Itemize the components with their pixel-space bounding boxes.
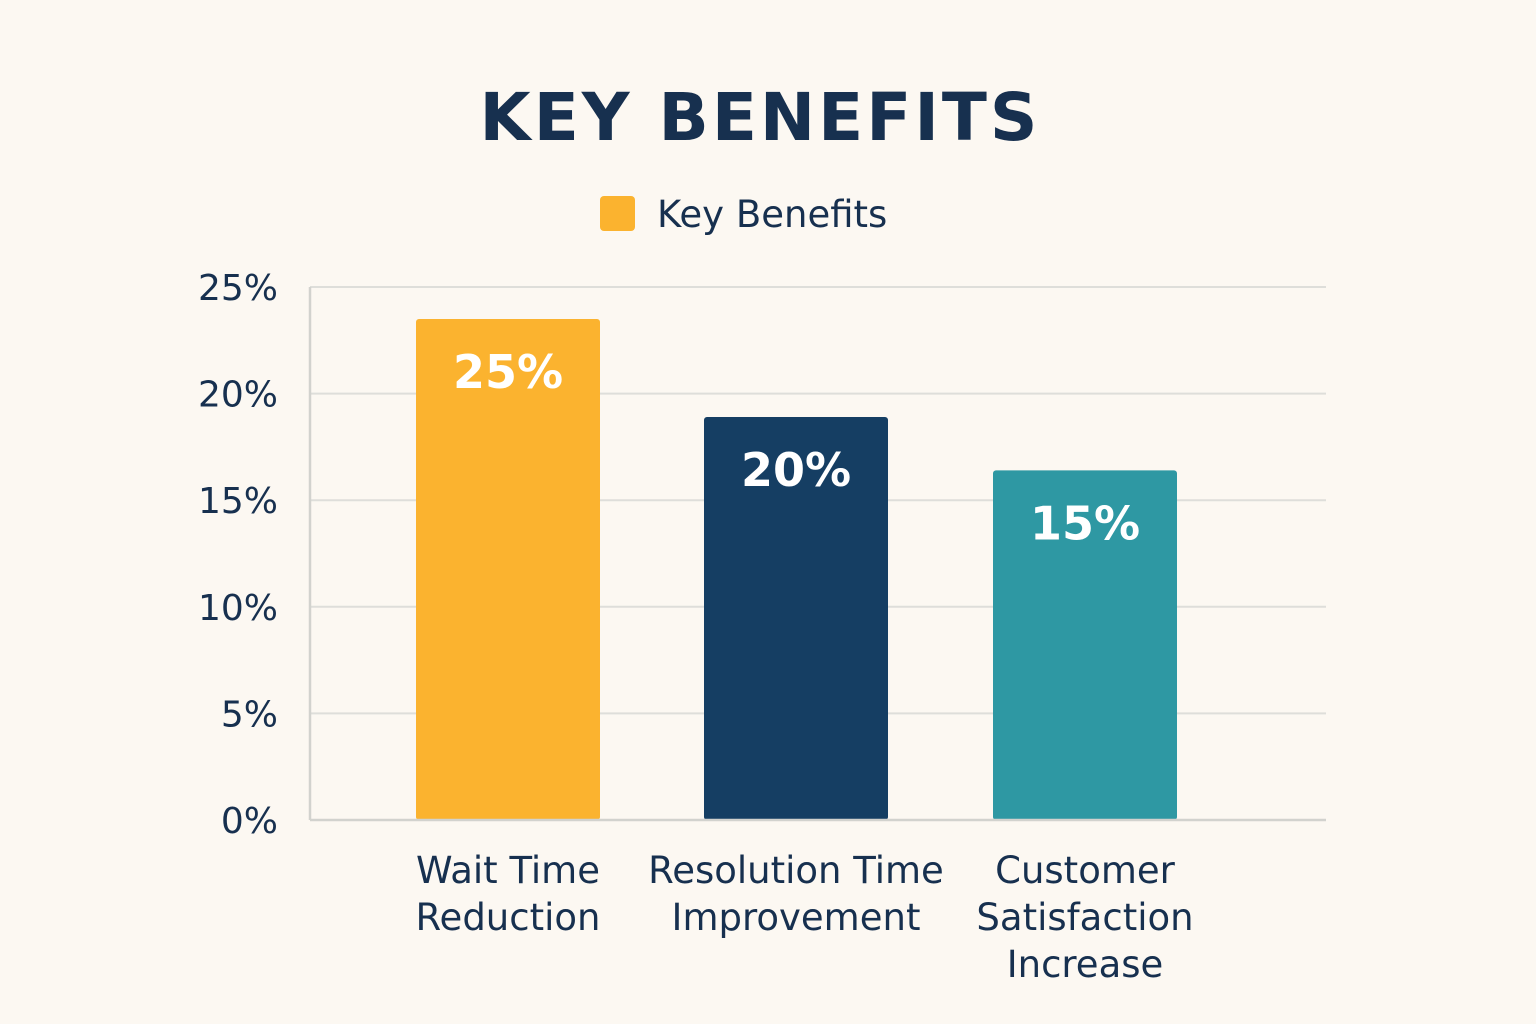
x-tick-label: Satisfaction — [976, 896, 1193, 939]
y-tick-label: 15% — [198, 481, 278, 522]
bar — [704, 417, 888, 820]
bar-data-label: 20% — [741, 443, 851, 497]
x-tick-label: Increase — [1007, 943, 1164, 986]
x-tick-label: Improvement — [672, 896, 921, 939]
x-tick-label: Wait Time — [416, 849, 600, 892]
x-tick-label: Customer — [995, 849, 1176, 892]
y-tick-label: 10% — [198, 588, 278, 629]
bar-data-label: 15% — [1030, 496, 1140, 550]
chart-title: KEY BENEFITS — [480, 79, 1041, 156]
y-axis-ticks: 0% 5% 10% 15% 20% 25% — [198, 268, 278, 842]
legend: Key Benefits — [600, 193, 887, 236]
bars — [416, 318, 1177, 820]
y-tick-label: 20% — [198, 375, 278, 416]
bar — [416, 318, 600, 820]
y-tick-label: 25% — [198, 268, 278, 309]
legend-swatch — [600, 196, 635, 231]
axes — [308, 287, 1326, 822]
y-tick-label: 5% — [221, 694, 278, 735]
bar-data-labels: 25% 20% 15% — [453, 345, 1140, 550]
legend-label: Key Benefits — [657, 193, 887, 236]
bar — [993, 470, 1177, 820]
x-tick-label: Resolution Time — [648, 849, 944, 892]
bar-data-label: 25% — [453, 345, 563, 399]
x-tick-label: Reduction — [416, 896, 601, 939]
y-tick-label: 0% — [221, 801, 278, 842]
